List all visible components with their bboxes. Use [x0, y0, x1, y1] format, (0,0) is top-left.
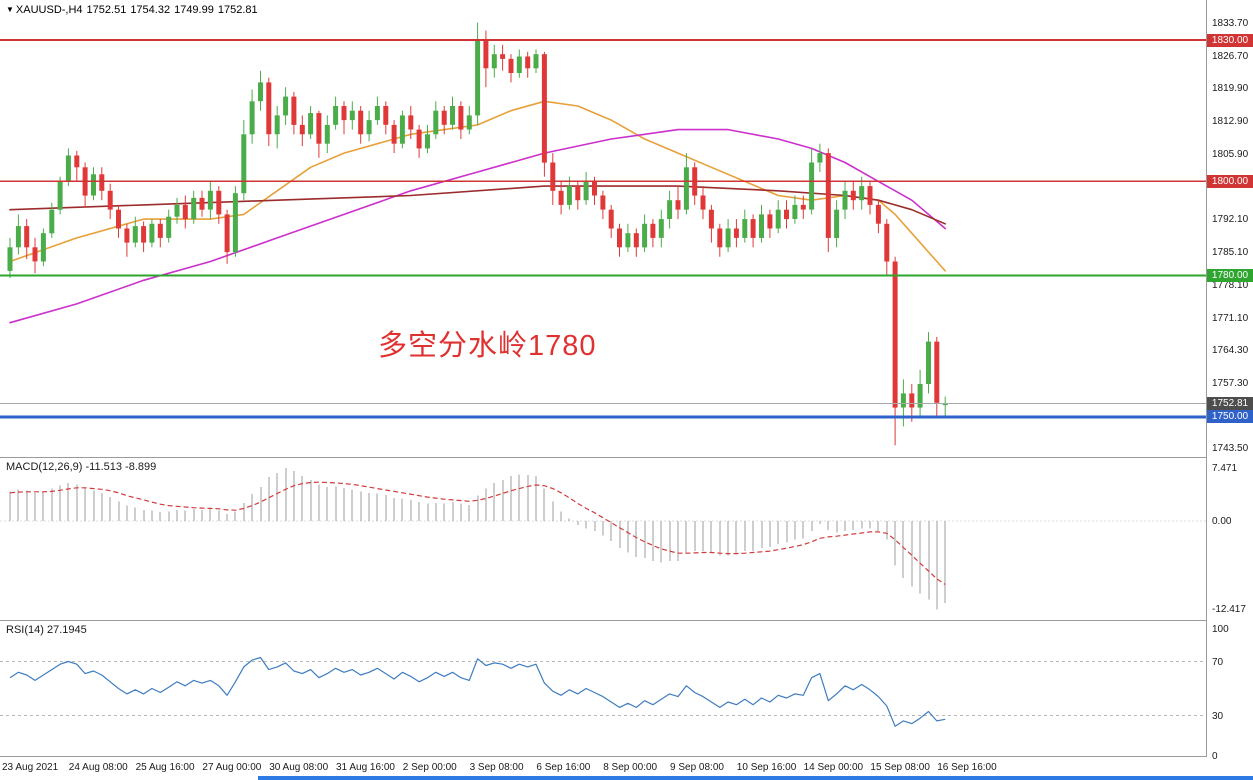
time-axis-label: 27 Aug 00:00 — [202, 762, 262, 773]
symbol-timeframe-label: XAUUSD-,H4 — [15, 4, 83, 16]
panel-separator-rsi-timeaxis[interactable] — [0, 756, 1253, 757]
price-level-badge: 1800.00 — [1207, 174, 1253, 188]
rsi-canvas[interactable] — [0, 621, 1206, 756]
macd-histogram — [9, 468, 946, 610]
price-tick-label: 1805.90 — [1212, 148, 1249, 160]
time-axis-label: 10 Sep 16:00 — [736, 762, 797, 773]
price-tick-label: 1764.30 — [1212, 344, 1249, 356]
symbol-dropdown-icon[interactable]: ▼ — [6, 5, 14, 14]
macd-tick-label: 7.471 — [1212, 463, 1238, 475]
rsi-tick-label: 30 — [1212, 710, 1224, 722]
price-level-badge: 1780.00 — [1207, 269, 1253, 283]
main-chart-panel[interactable] — [0, 0, 1206, 457]
time-axis-label: 31 Aug 16:00 — [336, 762, 395, 773]
price-tick-label: 1833.70 — [1212, 17, 1249, 29]
panel-separator-main-macd[interactable] — [0, 457, 1253, 458]
price-tick-label: 1757.30 — [1212, 377, 1249, 389]
macd-signal-line — [9, 481, 946, 585]
ohlc-high: 1754.32 — [130, 4, 171, 16]
ma-mid-magenta — [9, 128, 946, 324]
price-level-badge: 1750.00 — [1207, 410, 1253, 424]
rsi-line — [9, 656, 946, 727]
rsi-panel[interactable] — [0, 621, 1206, 756]
ohlc-low: 1749.99 — [174, 4, 214, 16]
chart-title: ▼ XAUUSD-,H4 1752.51 1754.32 1749.99 1752.81 — [6, 4, 262, 16]
macd-tick-label: 0.00 — [1212, 516, 1232, 528]
price-tick-label: 1778.10 — [1212, 279, 1249, 291]
rsi-tick-label: 100 — [1212, 624, 1229, 635]
rsi-value: 27.1945 — [46, 624, 87, 636]
macd-main-value: -11.513 — [85, 461, 122, 473]
price-tick-label: 1819.90 — [1212, 82, 1249, 94]
time-axis-label: 25 Aug 16:00 — [135, 762, 195, 773]
time-axis-label: 9 Sep 08:00 — [670, 762, 724, 773]
time-axis-label: 6 Sep 16:00 — [536, 762, 591, 773]
price-tick-label: 1785.10 — [1212, 246, 1249, 258]
time-axis[interactable]: 23 Aug 2021 24 Aug 08:00 25 Aug 16:00 27 Au… — [0, 757, 1253, 780]
time-axis-label: 15 Sep 08:00 — [870, 762, 930, 773]
time-axis-label: 30 Aug 08:00 — [269, 762, 329, 773]
ohlc-open: 1752.51 — [86, 4, 127, 16]
macd-tick-label: -12.417 — [1212, 604, 1246, 616]
price-tick-label: 1792.10 — [1212, 213, 1249, 225]
ohlc-close: 1752.81 — [217, 4, 258, 16]
price-level-badge: 1830.00 — [1207, 33, 1253, 47]
main-chart-canvas[interactable] — [0, 0, 1206, 457]
rsi-tick-label: 0 — [1212, 751, 1218, 762]
price-tick-label: 1826.70 — [1212, 50, 1249, 62]
macd-indicator-label: MACD(12,26,9) -11.513 -8.899 — [6, 461, 156, 473]
panel-separator-macd-rsi[interactable] — [0, 620, 1253, 621]
ma-fast-orange — [9, 100, 946, 272]
time-axis-label: 2 Sep 00:00 — [402, 762, 457, 773]
candlesticks — [7, 22, 948, 446]
price-tick-label: 1771.10 — [1212, 312, 1249, 324]
price-axis[interactable]: 1833.70 1826.70 1819.90 1812.90 1805.90 1792.… — [1206, 0, 1253, 762]
current-price-badge: 1752.81 — [1207, 397, 1253, 411]
macd-panel[interactable] — [0, 458, 1206, 620]
time-axis-label: 14 Sep 00:00 — [803, 762, 864, 773]
bottom-edge-strip — [258, 776, 1253, 780]
rsi-indicator-label: RSI(14) 27.1945 — [6, 624, 87, 636]
time-axis-label: 8 Sep 00:00 — [603, 762, 658, 773]
time-axis-label: 23 Aug 2021 — [2, 762, 59, 773]
time-axis-label: 16 Sep 16:00 — [937, 762, 997, 773]
macd-signal-value: -8.899 — [125, 461, 157, 473]
macd-canvas[interactable] — [0, 458, 1206, 620]
rsi-name: RSI(14) — [6, 624, 44, 636]
time-axis-label: 3 Sep 08:00 — [469, 762, 524, 773]
rsi-tick-label: 70 — [1212, 656, 1224, 668]
price-tick-label: 1812.90 — [1212, 115, 1249, 127]
macd-name: MACD(12,26,9) — [6, 461, 83, 473]
price-tick-label: 1743.50 — [1212, 442, 1249, 454]
time-axis-label: 24 Aug 08:00 — [68, 762, 128, 773]
chart-annotation-text[interactable]: 多空分水岭1780 — [378, 330, 597, 362]
